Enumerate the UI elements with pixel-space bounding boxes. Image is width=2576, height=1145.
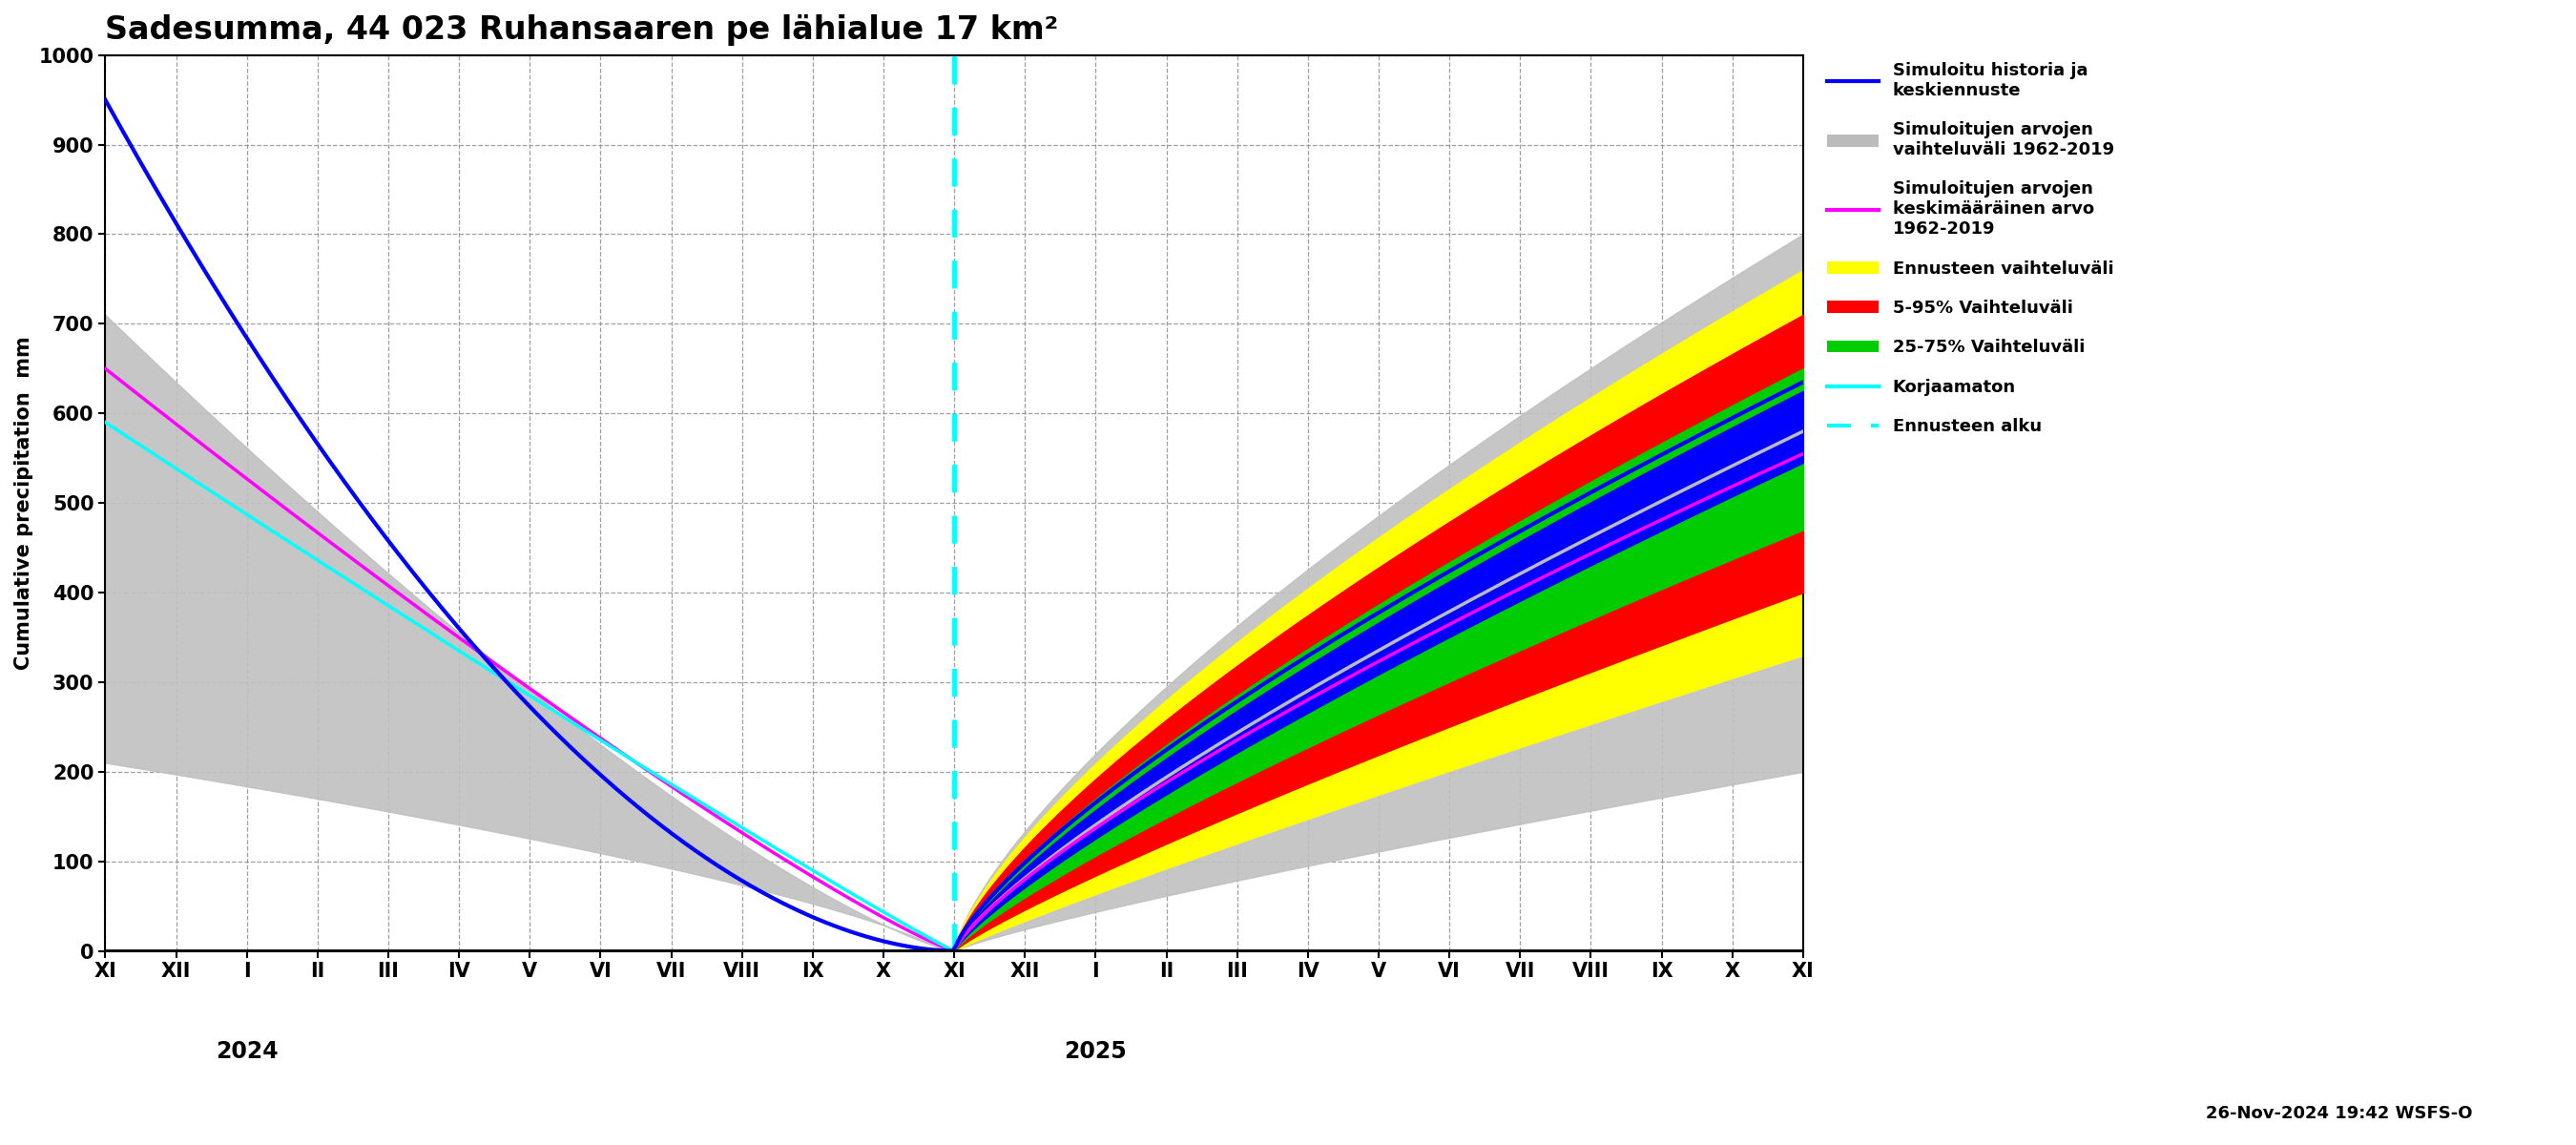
Text: 2025: 2025 xyxy=(1064,1041,1128,1064)
Legend: Simuloitu historia ja
keskiennuste, Simuloitujen arvojen
vaihteluväli 1962-2019,: Simuloitu historia ja keskiennuste, Simu… xyxy=(1821,55,2120,442)
Text: 26-Nov-2024 19:42 WSFS-O: 26-Nov-2024 19:42 WSFS-O xyxy=(2205,1105,2473,1122)
Text: 2024: 2024 xyxy=(216,1041,278,1064)
Text: Sadesumma, 44 023 Ruhansaaren pe lähialue 17 km²: Sadesumma, 44 023 Ruhansaaren pe lähialu… xyxy=(106,14,1059,46)
Y-axis label: Cumulative precipitation  mm: Cumulative precipitation mm xyxy=(15,337,33,670)
